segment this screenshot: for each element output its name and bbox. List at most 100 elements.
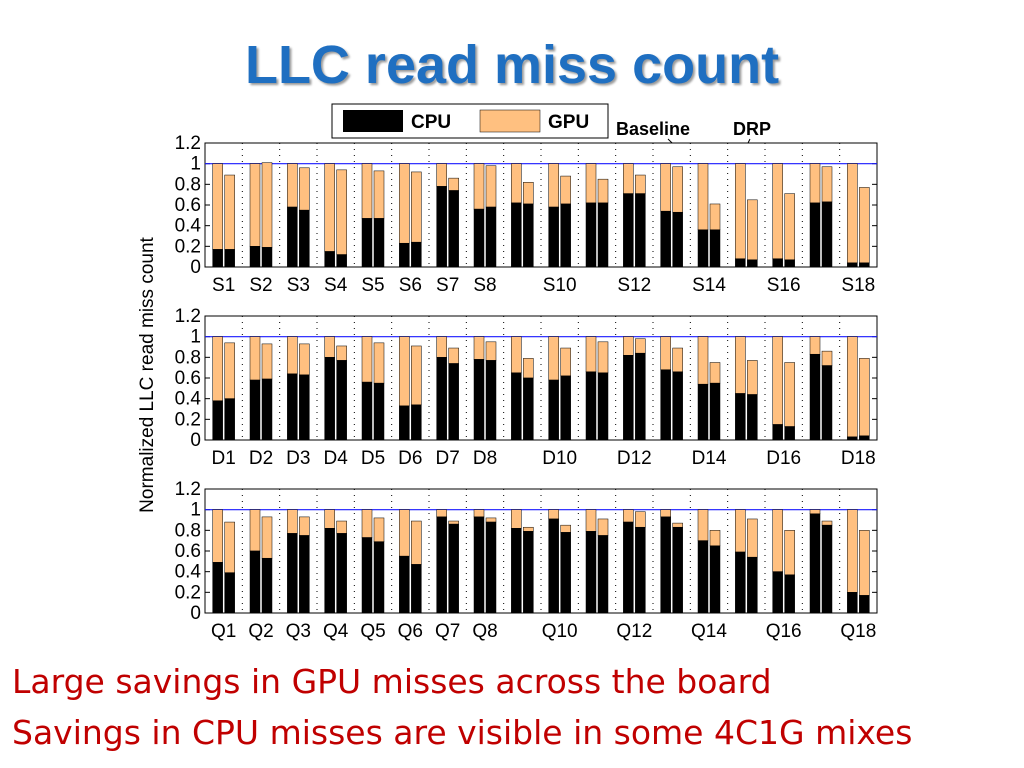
x-tick-label: D6 — [398, 448, 422, 469]
bar-drp-cpu-S17 — [821, 201, 833, 268]
bar-baseline-cpu-Q11 — [585, 531, 597, 614]
bar-drp-cpu-S2 — [261, 247, 273, 268]
bar-drp-cpu-Q3 — [299, 535, 310, 614]
bar-drp-gpu-D5 — [373, 342, 385, 384]
bar-drp-gpu-S2 — [261, 162, 273, 248]
bar-drp-cpu-Q12 — [635, 526, 646, 614]
bar-drp-cpu-D8 — [485, 360, 497, 441]
bar-drp-gpu-D2 — [261, 343, 273, 380]
bar-baseline-gpu-S9 — [511, 163, 522, 204]
bar-drp-cpu-Q9 — [523, 531, 534, 614]
bar-drp-gpu-Q6 — [411, 520, 422, 565]
bar-baseline-cpu-D5 — [361, 381, 373, 441]
bar-baseline-cpu-Q3 — [287, 533, 298, 614]
x-tick-label: Q1 — [211, 621, 236, 642]
x-tick-label: Q10 — [542, 621, 578, 642]
bar-drp-cpu-D3 — [299, 374, 310, 441]
bar-drp-cpu-D9 — [523, 377, 534, 441]
y-tick-label: 0.8 — [175, 520, 201, 541]
bar-drp-gpu-Q14 — [709, 530, 721, 547]
bar-drp-gpu-D13 — [672, 347, 683, 373]
x-tick-label: Q6 — [398, 621, 423, 642]
bar-baseline-gpu-D7 — [436, 336, 447, 358]
bar-baseline-gpu-D11 — [585, 336, 597, 373]
bar-drp-cpu-Q7 — [448, 523, 459, 614]
annotation-drp: DRP — [733, 119, 771, 139]
bar-baseline-gpu-S17 — [809, 163, 821, 204]
bar-baseline-cpu-S13 — [660, 210, 671, 268]
bar-drp-gpu-Q9 — [523, 526, 534, 532]
bar-baseline-cpu-S11 — [585, 202, 597, 268]
bar-baseline-gpu-Q1 — [212, 509, 223, 563]
bar-drp-gpu-S11 — [597, 178, 609, 204]
bar-baseline-cpu-S1 — [212, 249, 223, 268]
bar-drp-gpu-D12 — [635, 338, 646, 354]
bar-baseline-cpu-Q4 — [324, 528, 335, 614]
slide-title: LLC read miss count — [244, 35, 780, 95]
bar-baseline-gpu-S2 — [249, 163, 261, 247]
bar-drp-cpu-D12 — [635, 352, 646, 441]
bar-baseline-cpu-S14 — [697, 229, 709, 268]
x-tick-label: D5 — [361, 448, 385, 469]
bar-baseline-gpu-S18 — [847, 163, 858, 264]
bar-baseline-gpu-S10 — [548, 163, 559, 208]
bar-baseline-gpu-D4 — [324, 336, 335, 358]
y-tick-label: 0.6 — [175, 368, 201, 389]
bar-drp-cpu-Q8 — [485, 521, 497, 614]
bar-baseline-gpu-Q4 — [324, 509, 335, 529]
bar-drp-gpu-S8 — [485, 165, 497, 208]
bar-baseline-cpu-S3 — [287, 206, 298, 268]
bar-baseline-gpu-S3 — [287, 163, 298, 208]
x-tick-label: Q18 — [840, 621, 876, 642]
x-tick-label: S12 — [617, 275, 651, 296]
bar-drp-gpu-S5 — [373, 170, 385, 219]
x-tick-label: D1 — [212, 448, 236, 469]
bar-baseline-cpu-Q15 — [735, 551, 746, 614]
bar-baseline-cpu-D3 — [287, 373, 298, 441]
bullet-list: Large savings in GPU misses across the b… — [12, 656, 912, 758]
bar-drp-cpu-D16 — [784, 426, 795, 441]
bar-baseline-cpu-Q12 — [623, 521, 634, 614]
y-tick-label: 0.2 — [175, 236, 201, 257]
bar-drp-cpu-Q16 — [784, 574, 795, 614]
bar-drp-cpu-S18 — [859, 262, 870, 268]
bar-drp-cpu-S11 — [597, 202, 609, 268]
y-tick-label: 0.4 — [175, 389, 202, 410]
bar-baseline-cpu-Q9 — [511, 528, 522, 614]
bar-baseline-gpu-D10 — [548, 336, 559, 381]
bar-baseline-cpu-S18 — [847, 262, 858, 268]
bar-drp-cpu-S12 — [635, 193, 646, 268]
bar-baseline-gpu-S1 — [212, 163, 223, 250]
x-tick-label: Q4 — [323, 621, 349, 642]
chart-panel-D: 00.20.40.60.811.2 D1 D2 D3 D4 D5 D6 D7 D8 D10 D12 D… — [175, 306, 878, 469]
bar-baseline-cpu-Q6 — [399, 555, 410, 614]
bar-drp-gpu-Q2 — [261, 516, 273, 559]
bar-drp-gpu-Q11 — [597, 518, 609, 536]
bar-baseline-gpu-D16 — [772, 336, 783, 425]
bar-drp-gpu-S12 — [635, 174, 646, 194]
bar-baseline-gpu-Q15 — [735, 509, 746, 553]
bar-baseline-gpu-Q8 — [473, 509, 485, 518]
bar-drp-cpu-D5 — [373, 382, 385, 441]
annotation-baseline: Baseline — [616, 119, 690, 139]
x-tick-label: Q16 — [766, 621, 802, 642]
bar-baseline-gpu-D14 — [697, 336, 709, 385]
bar-drp-cpu-D18 — [859, 435, 870, 441]
bar-baseline-cpu-S10 — [548, 206, 559, 268]
bar-baseline-gpu-S6 — [399, 163, 410, 244]
bar-baseline-gpu-Q17 — [809, 509, 821, 515]
bar-drp-gpu-D17 — [821, 350, 833, 366]
legend-cpu-swatch — [343, 110, 403, 132]
y-tick-label: 1 — [190, 154, 201, 175]
bar-baseline-cpu-S17 — [809, 202, 821, 268]
bar-drp-cpu-Q6 — [411, 564, 422, 614]
bar-baseline-gpu-S14 — [697, 163, 709, 231]
x-tick-label: S4 — [324, 275, 348, 296]
x-tick-label: D12 — [617, 448, 652, 469]
bar-drp-cpu-D7 — [448, 363, 459, 441]
bar-drp-gpu-D6 — [411, 345, 422, 406]
bar-baseline-cpu-S7 — [436, 186, 447, 268]
bar-drp-cpu-Q15 — [747, 556, 758, 614]
y-tick-label: 1 — [190, 327, 201, 348]
bar-drp-cpu-D13 — [672, 371, 683, 441]
